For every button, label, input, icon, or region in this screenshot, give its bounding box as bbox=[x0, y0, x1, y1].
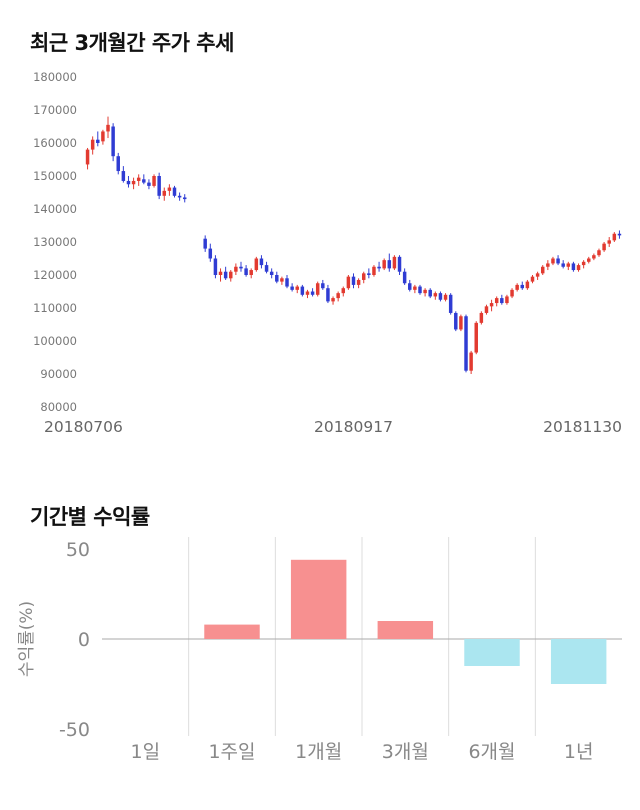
svg-text:140000: 140000 bbox=[33, 202, 77, 216]
returns-chart-title: 기간별 수익률 bbox=[30, 505, 150, 529]
svg-text:50: 50 bbox=[66, 539, 90, 561]
svg-text:180000: 180000 bbox=[33, 70, 77, 84]
svg-text:170000: 170000 bbox=[33, 103, 77, 117]
period-returns-bar-chart: 50 0 -50 수익률(%) 1일 1주일 1개월 3개월 6개월 1년 bbox=[17, 537, 622, 763]
svg-text:120000: 120000 bbox=[33, 268, 77, 282]
svg-text:100000: 100000 bbox=[33, 334, 77, 348]
svg-text:6개월: 6개월 bbox=[468, 741, 515, 763]
svg-text:20181130: 20181130 bbox=[543, 418, 622, 436]
svg-text:110000: 110000 bbox=[33, 301, 77, 315]
svg-text:20180706: 20180706 bbox=[44, 418, 123, 436]
svg-text:20180917: 20180917 bbox=[314, 418, 393, 436]
svg-text:150000: 150000 bbox=[33, 169, 77, 183]
svg-text:130000: 130000 bbox=[33, 235, 77, 249]
svg-text:1주일: 1주일 bbox=[208, 741, 255, 763]
svg-text:1일: 1일 bbox=[131, 741, 161, 763]
svg-text:1년: 1년 bbox=[564, 741, 594, 763]
svg-text:80000: 80000 bbox=[40, 400, 77, 414]
svg-text:3개월: 3개월 bbox=[382, 741, 429, 763]
price-chart-title: 최근 3개월간 주가 추세 bbox=[30, 31, 234, 55]
svg-text:0: 0 bbox=[78, 629, 90, 651]
svg-text:-50: -50 bbox=[59, 719, 90, 741]
price-candlestick-chart: 180000 170000 160000 150000 140000 130000 1200… bbox=[33, 70, 622, 436]
svg-text:1개월: 1개월 bbox=[295, 741, 342, 763]
svg-text:90000: 90000 bbox=[40, 367, 77, 381]
svg-text:수익률(%): 수익률(%) bbox=[17, 601, 37, 677]
svg-text:160000: 160000 bbox=[33, 136, 77, 150]
